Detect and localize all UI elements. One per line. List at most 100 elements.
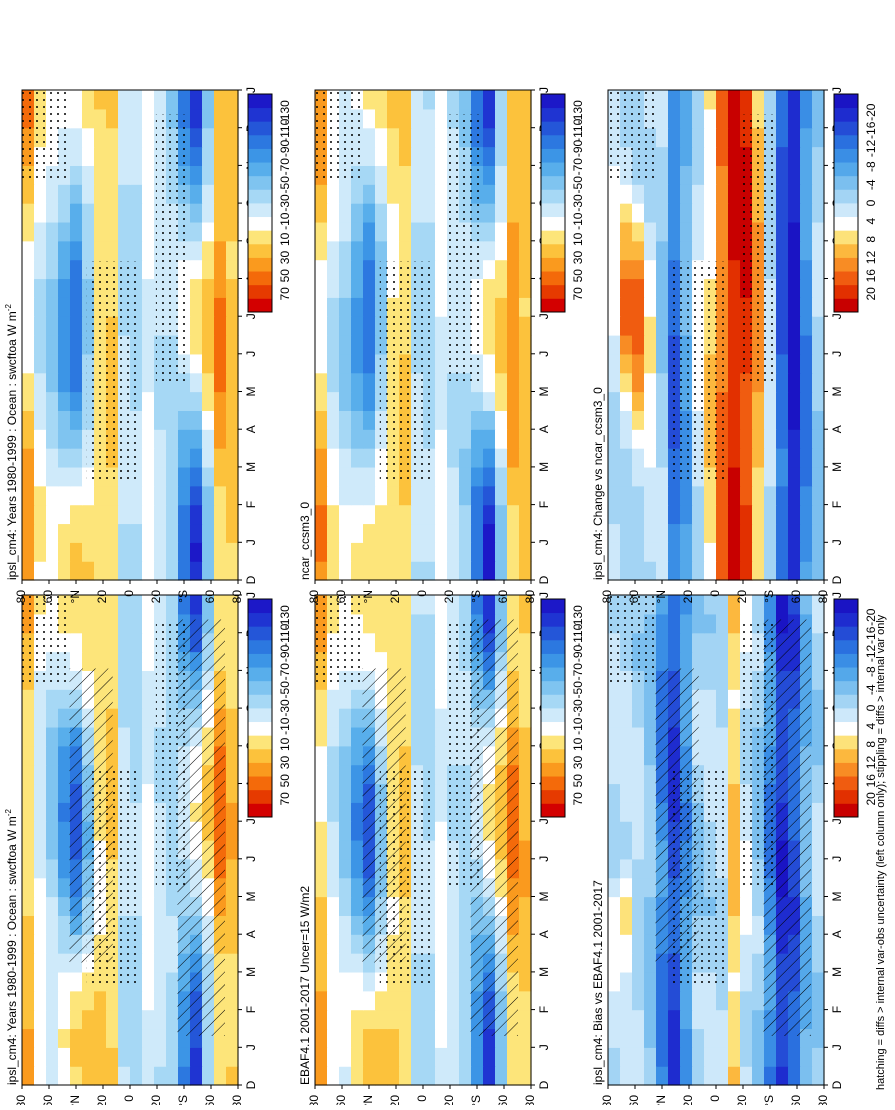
heat-cell xyxy=(363,90,376,110)
heat-cell xyxy=(375,485,388,506)
heat-cell xyxy=(644,1066,657,1086)
heat-cell xyxy=(70,410,83,430)
heat-cell xyxy=(46,353,59,374)
heat-cell xyxy=(22,297,35,317)
heat-cell xyxy=(519,504,532,525)
heat-cell xyxy=(22,523,35,543)
x-tick-label: J xyxy=(537,592,551,598)
colorbar-swatch xyxy=(541,694,565,709)
heat-cell xyxy=(166,953,179,973)
heat-cell xyxy=(680,542,693,562)
heat-cell xyxy=(399,1009,412,1030)
heat-cell xyxy=(202,466,215,487)
heat-cell xyxy=(632,561,645,581)
heat-cell xyxy=(58,915,71,935)
heat-cell xyxy=(58,542,71,562)
heat-cell xyxy=(495,466,508,487)
heat-cell xyxy=(519,297,532,317)
heat-cell xyxy=(435,127,448,148)
heat-cell xyxy=(740,448,753,468)
heat-cell xyxy=(800,240,813,261)
heat-cell xyxy=(656,613,669,634)
heat-cell xyxy=(812,1066,825,1086)
heat-cell xyxy=(519,316,532,336)
heat-cell xyxy=(327,259,340,280)
heat-cell xyxy=(495,297,508,317)
heat-cell xyxy=(339,203,352,223)
x-tick-label: J xyxy=(830,818,844,824)
heat-cell xyxy=(46,184,59,204)
heat-cell xyxy=(178,485,191,506)
heat-cell xyxy=(728,689,741,709)
y-tick-label: 80 xyxy=(523,1095,537,1105)
heat-cell xyxy=(190,90,203,110)
heat-cell xyxy=(363,504,376,525)
heat-cell xyxy=(118,108,131,129)
colorbar-swatch xyxy=(834,667,858,682)
heat-cell xyxy=(800,335,813,355)
heat-cell xyxy=(435,410,448,430)
heat-cell xyxy=(776,297,789,317)
heat-cell xyxy=(728,108,741,129)
heat-cell xyxy=(459,466,472,487)
heat-cell xyxy=(327,1028,340,1048)
heat-cell xyxy=(351,353,364,374)
heat-cell xyxy=(668,542,681,562)
heat-cell xyxy=(130,613,143,634)
heat-cell xyxy=(363,523,376,543)
heat-cell xyxy=(58,689,71,709)
heat-cell xyxy=(70,108,83,129)
hatch-region xyxy=(362,668,406,963)
heat-cell xyxy=(46,504,59,525)
heat-cell xyxy=(142,971,155,992)
heat-cell xyxy=(507,523,520,543)
heat-cell xyxy=(226,391,239,411)
heat-cell xyxy=(387,184,400,204)
colorbar-swatch xyxy=(248,243,272,258)
heat-cell xyxy=(728,184,741,204)
heat-cell xyxy=(327,708,340,728)
heat-cell xyxy=(154,896,167,916)
heat-cell xyxy=(226,1028,239,1048)
heat-cell xyxy=(351,971,364,992)
heat-cell xyxy=(620,745,633,766)
heat-cell xyxy=(411,708,424,728)
heat-cell xyxy=(435,523,448,543)
heat-cell xyxy=(58,335,71,355)
heat-cell xyxy=(812,259,825,280)
heat-cell xyxy=(58,448,71,468)
heat-cell xyxy=(483,448,496,468)
heat-cell xyxy=(166,485,179,506)
heat-cell xyxy=(375,990,388,1011)
heat-cell xyxy=(130,651,143,671)
heat-cell xyxy=(106,1066,119,1086)
heat-cell xyxy=(800,108,813,129)
colorbar-tick-label: -16 xyxy=(864,121,878,139)
colorbar-swatch xyxy=(834,735,858,750)
heat-cell xyxy=(339,896,352,916)
heat-cell xyxy=(519,1028,532,1048)
heat-cell xyxy=(704,240,717,261)
colorbar-tick-label: -70 xyxy=(278,158,292,176)
heat-cell xyxy=(70,990,83,1011)
heat-cell xyxy=(315,802,328,822)
colorbar-swatch xyxy=(541,107,565,122)
heat-cell xyxy=(154,1066,167,1086)
heat-cell xyxy=(435,745,448,766)
heat-cell xyxy=(680,184,693,204)
heat-cell xyxy=(315,953,328,973)
colorbar-tick-label: 30 xyxy=(278,756,292,770)
heat-cell xyxy=(812,990,825,1011)
heat-cell xyxy=(363,1066,376,1086)
heat-cell xyxy=(423,689,436,709)
heat-cell xyxy=(483,108,496,129)
heat-cell xyxy=(507,90,520,110)
y-tick-label: 80 xyxy=(14,1095,28,1105)
colorbar-swatch xyxy=(248,803,272,818)
heat-cell xyxy=(435,108,448,129)
colorbar-frame xyxy=(247,598,273,818)
heat-cell xyxy=(34,240,47,261)
heat-cell xyxy=(202,146,215,166)
heat-cell xyxy=(399,127,412,148)
heat-cell xyxy=(142,840,155,860)
